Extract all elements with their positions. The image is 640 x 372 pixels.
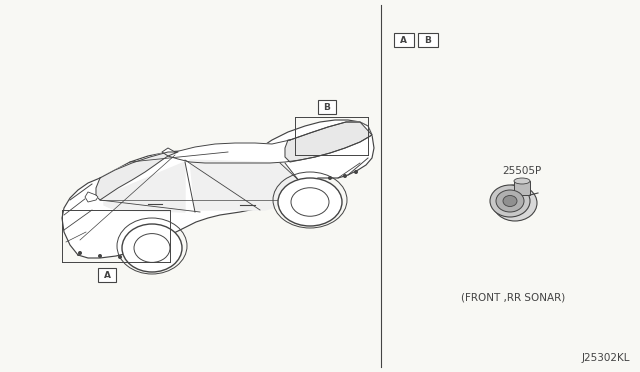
Ellipse shape — [496, 190, 524, 212]
Circle shape — [328, 176, 332, 180]
Ellipse shape — [122, 224, 182, 272]
Polygon shape — [104, 162, 185, 212]
Polygon shape — [62, 120, 374, 258]
Text: B: B — [424, 36, 431, 45]
Circle shape — [78, 251, 82, 255]
Bar — [318, 100, 336, 114]
Text: A: A — [400, 36, 407, 45]
Polygon shape — [162, 122, 372, 163]
Bar — [98, 268, 116, 282]
Text: (FRONT ,RR SONAR): (FRONT ,RR SONAR) — [461, 293, 565, 303]
Ellipse shape — [493, 185, 537, 221]
Polygon shape — [285, 122, 372, 162]
Circle shape — [343, 174, 347, 178]
Circle shape — [118, 255, 122, 259]
Text: J25302KL: J25302KL — [582, 353, 630, 363]
Bar — [514, 181, 530, 195]
Polygon shape — [190, 160, 315, 210]
Bar — [418, 33, 438, 48]
Ellipse shape — [514, 178, 530, 184]
Text: A: A — [104, 270, 111, 279]
Circle shape — [354, 170, 358, 174]
Ellipse shape — [490, 185, 530, 217]
Bar — [394, 33, 413, 48]
Circle shape — [98, 254, 102, 258]
Polygon shape — [96, 152, 178, 200]
Ellipse shape — [503, 196, 517, 206]
Ellipse shape — [278, 178, 342, 226]
Text: 25505P: 25505P — [502, 166, 541, 176]
Polygon shape — [85, 192, 98, 202]
Text: B: B — [324, 103, 330, 112]
